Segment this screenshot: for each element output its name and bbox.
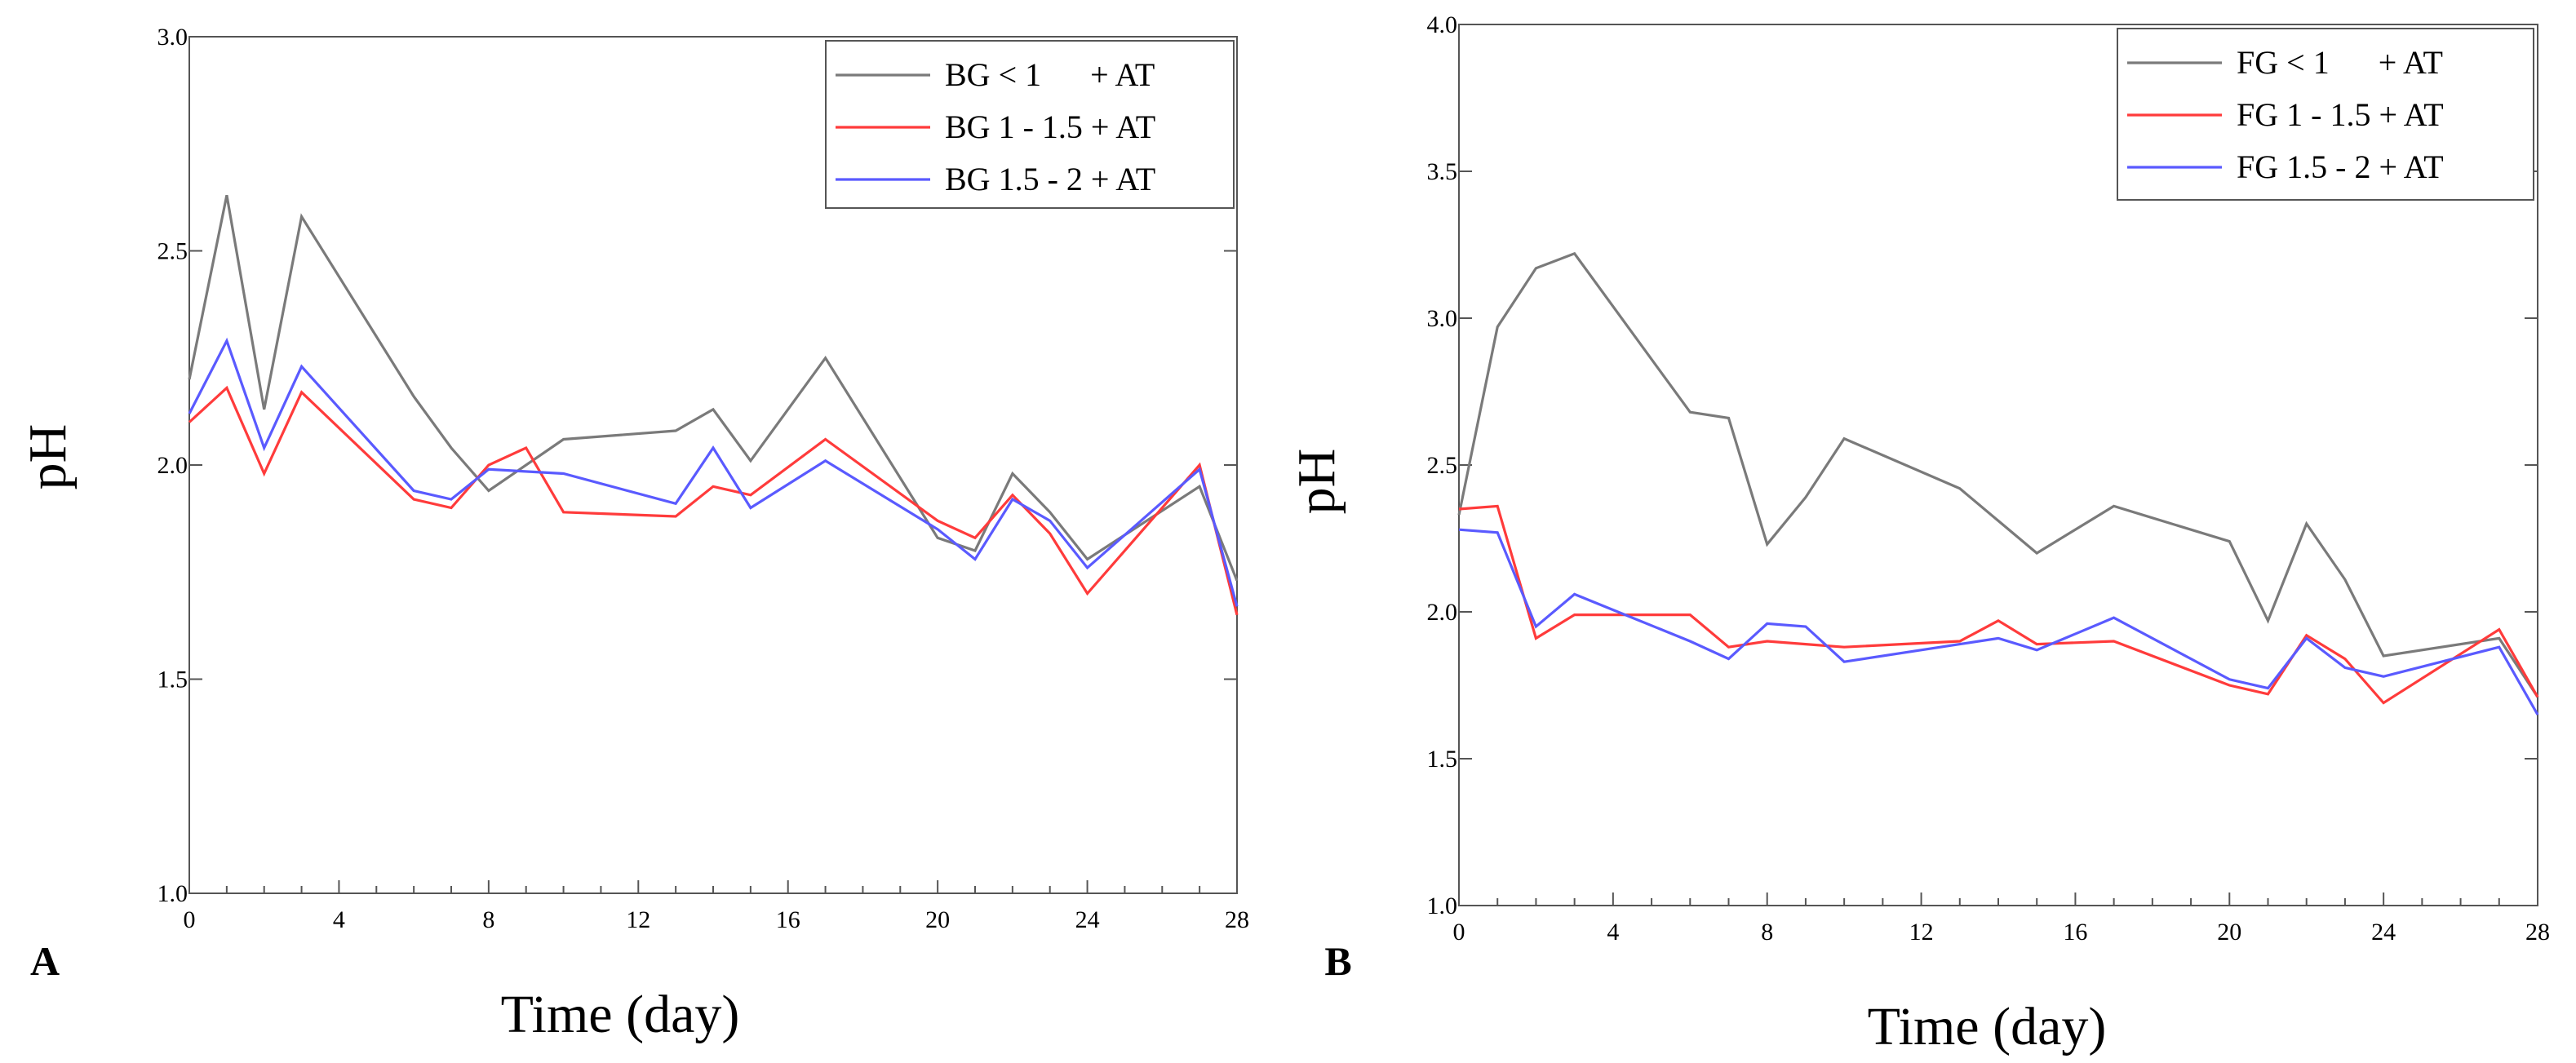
- chart-a-ytick-label: 2.0: [157, 452, 188, 479]
- chart-a-panel-letter: A: [30, 938, 60, 984]
- chart-b-group: 1.0 1.5 2.0 2.5 3.0 3.5 4.0 0 4 8 12 16 20 24 28 FG < 1…: [1287, 11, 2550, 1056]
- chart-a-xtick-label: 12: [626, 906, 650, 933]
- chart-b-ytick-label: 1.0: [1427, 892, 1458, 919]
- chart-a-ytick-label: 2.5: [157, 238, 188, 265]
- chart-b-xtick-label: 16: [2063, 919, 2087, 946]
- chart-a-legend-label-2: BG 1 - 1.5 + AT: [945, 109, 1155, 145]
- chart-b-xtick-label: 28: [2525, 919, 2550, 946]
- chart-b-ytick-label: 4.0: [1427, 11, 1458, 38]
- chart-b-series-line-1: [1457, 251, 2539, 698]
- chart-b-ytick-label: 3.0: [1427, 305, 1458, 332]
- chart-b-legend-label-3: FG 1.5 - 2 + AT: [2237, 148, 2444, 185]
- chart-a-xtick-label: 20: [925, 906, 950, 933]
- chart-a-ytick-label: 3.0: [157, 24, 188, 51]
- chart-b-xtick-label: 20: [2217, 919, 2241, 946]
- chart-a-xtick-label: 4: [333, 906, 345, 933]
- chart-b-xtick-label: 12: [1909, 919, 1934, 946]
- chart-b-panel-letter: B: [1324, 938, 1351, 984]
- chart-b-y-axis-label: pH: [1287, 449, 1346, 515]
- chart-a-group: 1.0 1.5 2.0 2.5 3.0 0 4 8 12 16 20 24 28 BG < 1 + AT B…: [18, 24, 1249, 1044]
- chart-a-legend-label-3: BG 1.5 - 2 + AT: [945, 161, 1155, 197]
- chart-b-xtick-label: 24: [2371, 919, 2396, 946]
- chart-a-y-axis-label: pH: [18, 424, 78, 490]
- chart-b-xtick-label: 4: [1607, 919, 1619, 946]
- chart-b-legend-label-2: FG 1 - 1.5 + AT: [2237, 96, 2444, 133]
- chart-b-xtick-label: 8: [1761, 919, 1773, 946]
- chart-a-series-line-2: [188, 385, 1239, 616]
- chart-b-ytick-label: 2.5: [1427, 452, 1458, 479]
- chart-b-x-axis-label: Time (day): [1868, 997, 2107, 1056]
- chart-b-ytick-label: 1.5: [1427, 746, 1458, 773]
- chart-b-series-line-2: [1458, 504, 2539, 705]
- chart-a-ytick-label: 1.0: [157, 880, 188, 907]
- chart-a-xtick-label: 24: [1075, 906, 1100, 933]
- chart-a-xtick-label: 8: [482, 906, 494, 933]
- chart-a-xtick-label: 0: [184, 906, 196, 933]
- chart-a-ytick-label: 1.5: [157, 667, 188, 693]
- chart-a-xtick-label: 28: [1225, 906, 1249, 933]
- chart-a-x-axis-label: Time (day): [501, 985, 740, 1044]
- chart-b-legend-label-1: FG < 1 + AT: [2237, 44, 2443, 81]
- chart-a-xtick-label: 16: [776, 906, 800, 933]
- chart-b-xtick-label: 0: [1453, 919, 1465, 946]
- chart-a-series-line-3: [188, 337, 1239, 607]
- chart-a-series-line-1: [188, 194, 1239, 582]
- chart-b-ytick-label: 2.0: [1427, 599, 1458, 626]
- chart-b-ytick-label: 3.5: [1427, 158, 1458, 185]
- chart-a-legend-label-1: BG < 1 + AT: [945, 56, 1155, 93]
- chart-b-series-line-3: [1458, 528, 2539, 715]
